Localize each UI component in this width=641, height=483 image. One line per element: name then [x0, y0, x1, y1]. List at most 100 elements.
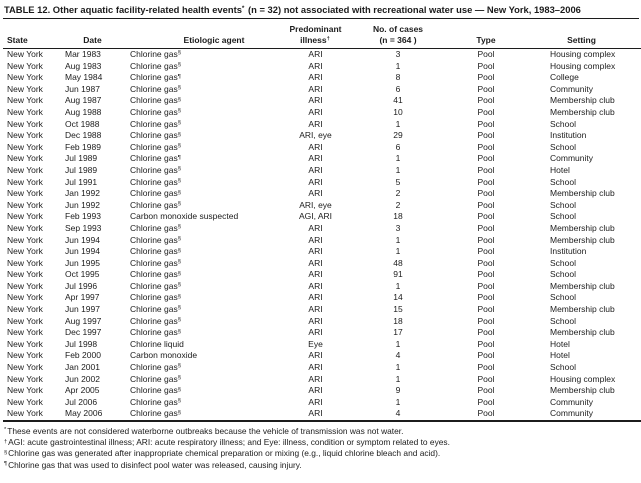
table-row: New York Jul 2006 Chlorine gas§ ARI 1 Pool Com…	[3, 397, 641, 409]
cell-type: Pool	[477, 362, 495, 373]
cell-state: New York	[7, 338, 43, 349]
table-row: New York Jul 1989 Chlorine gas¶ ARI 1 Pool Com…	[3, 153, 641, 165]
cell-predominant-illness: ARI	[308, 141, 323, 152]
footnote-marker: §	[4, 449, 8, 456]
cell-predominant-illness: ARI	[308, 222, 323, 233]
footnote-marker: §	[177, 259, 181, 266]
cell-etiologic-agent: Chlorine gas§	[130, 315, 181, 326]
footnote-marker: §	[177, 328, 181, 335]
cell-predominant-illness: ARI	[308, 304, 323, 315]
column-header-no-of-cases: No. of cases (n = 364 )	[343, 19, 453, 49]
cell-date: Jan 1992	[65, 188, 100, 199]
footnote-marker: §	[177, 143, 181, 150]
cell-no-of-cases: 1	[395, 153, 401, 164]
cell-date: Feb 1989	[65, 141, 101, 152]
cell-no-of-cases: 2	[395, 188, 401, 199]
cell-no-of-cases: 15	[393, 304, 403, 315]
table-row: New York Oct 1995 Chlorine gas§ ARI 91 Pool Sc…	[3, 269, 641, 281]
cell-setting: Housing complex	[550, 373, 616, 384]
table-title-text: TABLE 12. Other aquatic facility-related…	[4, 4, 242, 15]
footnote-marker: §	[177, 363, 181, 370]
cell-state: New York	[7, 153, 43, 164]
table-row: New York Jan 2001 Chlorine gas§ ARI 1 Pool Sch…	[3, 362, 641, 374]
table-row: New York Dec 1988 Chlorine gas§ ARI, eye 29 P…	[3, 130, 641, 142]
cell-no-of-cases: 1	[395, 373, 401, 384]
table-title-footnote-marker: *	[241, 5, 245, 13]
cell-state: New York	[7, 246, 43, 257]
footnote-marker: §	[177, 96, 181, 103]
cell-date: Jul 1998	[65, 338, 98, 349]
footnote-marker: §	[177, 62, 181, 68]
cell-state: New York	[7, 269, 43, 280]
table-row: New York Feb 1993 Carbon monoxide suspecte…	[3, 211, 641, 223]
footnote-marker: †	[326, 35, 330, 42]
cell-etiologic-agent: Carbon monoxide	[130, 350, 198, 361]
cell-type: Pool	[477, 49, 495, 59]
cell-no-of-cases: 4	[395, 408, 401, 419]
cell-no-of-cases: 1	[395, 362, 401, 373]
cell-date: Jan 2001	[65, 362, 100, 373]
cell-no-of-cases: 1	[395, 246, 401, 257]
cell-state: New York	[7, 211, 43, 222]
cell-type: Pool	[477, 130, 495, 141]
cell-type: Pool	[477, 385, 495, 396]
cell-date: Jun 1987	[65, 83, 100, 94]
cell-date: Aug 1997	[65, 315, 102, 326]
cell-etiologic-agent: Chlorine gas§	[130, 257, 181, 268]
cell-etiologic-agent: Chlorine gas§	[130, 199, 181, 210]
cell-no-of-cases: 5	[395, 176, 401, 187]
cell-state: New York	[7, 60, 43, 71]
table-row: New York Aug 1987 Chlorine gas§ ARI 41 Pool Me…	[3, 95, 641, 107]
cell-no-of-cases: 3	[395, 222, 401, 233]
cell-state: New York	[7, 350, 43, 361]
cell-state: New York	[7, 396, 43, 407]
cell-predominant-illness: ARI	[308, 408, 323, 419]
cell-state: New York	[7, 292, 43, 303]
cell-predominant-illness: ARI	[308, 176, 323, 187]
table-row: New York Jun 2002 Chlorine gas§ ARI 1 Pool Hou…	[3, 374, 641, 386]
cell-predominant-illness: ARI	[308, 385, 323, 396]
cell-state: New York	[7, 327, 43, 338]
cell-predominant-illness: ARI	[308, 118, 323, 129]
cell-setting: School	[550, 199, 576, 210]
cell-etiologic-agent: Chlorine gas§	[130, 141, 181, 152]
cell-state: New York	[7, 315, 43, 326]
table-row: New York Jul 1989 Chlorine gas§ ARI 1 Pool Hot…	[3, 165, 641, 177]
cell-etiologic-agent: Chlorine gas§	[130, 269, 181, 280]
footnote-marker: §	[177, 409, 181, 416]
cell-etiologic-agent: Chlorine gas§	[130, 327, 181, 338]
footnote-marker: §	[177, 189, 181, 196]
cell-setting: Housing complex	[550, 49, 616, 59]
cell-no-of-cases: 18	[393, 211, 403, 222]
cell-no-of-cases: 6	[395, 141, 401, 152]
cell-etiologic-agent: Chlorine gas§	[130, 176, 181, 187]
footnote: *These events are not considered waterbo…	[4, 426, 404, 436]
cell-date: Apr 2005	[65, 385, 100, 396]
table-row: New York Jun 1995 Chlorine gas§ ARI 48 Pool Sc…	[3, 258, 641, 270]
footnote-marker: §	[177, 317, 181, 324]
cell-date: Feb 2000	[65, 350, 101, 361]
footnote-marker: §	[177, 85, 181, 92]
cell-no-of-cases: 41	[393, 95, 403, 106]
cell-predominant-illness: ARI	[308, 350, 323, 361]
cell-date: Jun 1994	[65, 246, 100, 257]
cell-setting: Membership club	[550, 327, 615, 338]
cell-setting: Membership club	[550, 385, 615, 396]
cell-predominant-illness: ARI	[308, 327, 323, 338]
cell-date: Aug 1983	[65, 60, 102, 71]
cell-date: Dec 1997	[65, 327, 102, 338]
cell-no-of-cases: 9	[395, 385, 401, 396]
table-row: New York Jun 1994 Chlorine gas§ ARI 1 Pool Ins…	[3, 246, 641, 258]
cell-date: Oct 1988	[65, 118, 100, 129]
cell-type: Pool	[477, 176, 495, 187]
cell-etiologic-agent: Chlorine gas§	[130, 385, 181, 396]
column-header-state: State	[3, 19, 60, 49]
cell-etiologic-agent: Chlorine gas§	[130, 118, 181, 129]
cell-state: New York	[7, 176, 43, 187]
footnote-marker: §	[177, 166, 181, 173]
footnote-marker: *	[4, 427, 7, 434]
footnote-marker: †	[4, 438, 8, 445]
footnote-marker: §	[177, 386, 181, 393]
cell-etiologic-agent: Chlorine gas§	[130, 292, 181, 303]
cell-date: May 2006	[65, 408, 103, 419]
